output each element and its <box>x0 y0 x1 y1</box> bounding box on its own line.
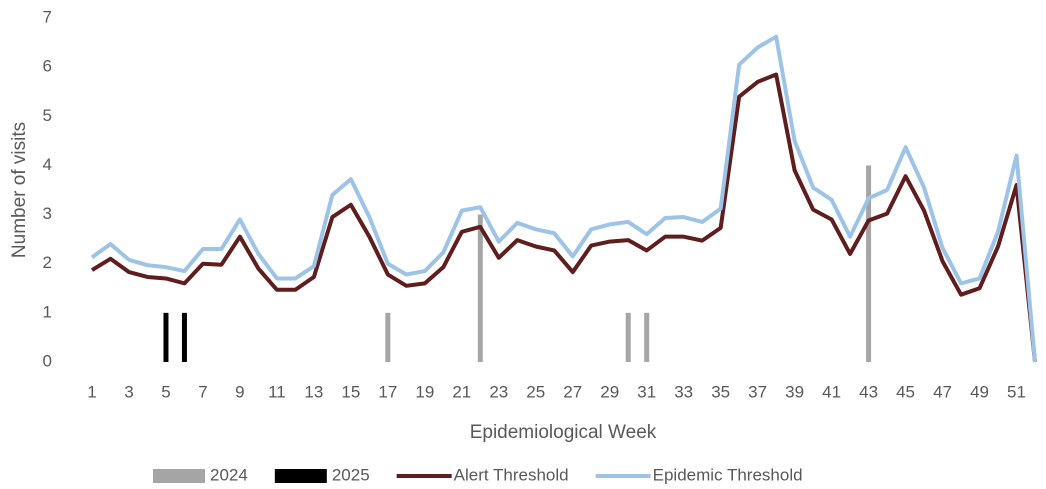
x-tick-label: 49 <box>970 382 989 401</box>
bar <box>477 214 483 362</box>
x-axis-title: Epidemiological Week <box>470 422 657 443</box>
y-tick-label: 7 <box>43 7 52 26</box>
legend-label: Epidemic Threshold <box>653 465 803 484</box>
x-tick-label: 39 <box>785 382 804 401</box>
legend-swatch <box>153 469 205 483</box>
y-tick-label: 6 <box>43 57 52 76</box>
x-tick-label: 27 <box>563 382 582 401</box>
y-tick-label: 0 <box>43 351 52 370</box>
x-tick-label: 7 <box>198 382 207 401</box>
y-tick-label: 2 <box>43 253 52 272</box>
x-tick-label: 17 <box>378 382 397 401</box>
x-tick-label: 3 <box>124 382 133 401</box>
x-tick-label: 45 <box>896 382 915 401</box>
x-tick-label: 9 <box>235 382 244 401</box>
bar <box>181 312 187 362</box>
x-tick-label: 1 <box>87 382 96 401</box>
x-tick-label: 35 <box>711 382 730 401</box>
y-tick-label: 1 <box>43 302 52 321</box>
x-tick-label: 19 <box>415 382 434 401</box>
x-tick-label: 41 <box>822 382 841 401</box>
bar <box>644 312 650 362</box>
x-tick-label: 15 <box>341 382 360 401</box>
legend-label: Alert Threshold <box>454 465 569 484</box>
x-tick-label: 23 <box>489 382 508 401</box>
bar <box>625 312 631 362</box>
bar <box>163 312 169 362</box>
legend-swatch <box>274 469 327 483</box>
x-tick-label: 47 <box>933 382 952 401</box>
y-tick-label: 5 <box>43 106 52 125</box>
line <box>90 72 1037 363</box>
y-tick-label: 4 <box>43 155 52 174</box>
x-tick-label: 5 <box>161 382 170 401</box>
x-tick-label: 33 <box>674 382 693 401</box>
x-tick-label: 13 <box>304 382 323 401</box>
y-tick-label: 3 <box>43 204 52 223</box>
x-tick-label: 29 <box>600 382 619 401</box>
x-tick-label: 43 <box>859 382 878 401</box>
y-axis-title: Number of visits <box>9 122 30 258</box>
x-tick-label: 37 <box>748 382 767 401</box>
line <box>90 34 1037 363</box>
bar <box>385 312 391 362</box>
bar <box>866 165 872 362</box>
x-tick-label: 31 <box>637 382 656 401</box>
legend-label: 2024 <box>210 465 248 484</box>
x-tick-label: 21 <box>452 382 471 401</box>
x-tick-label: 11 <box>268 382 286 401</box>
x-tick-label: 25 <box>526 382 545 401</box>
legend-label: 2025 <box>332 465 370 484</box>
x-tick-label: 51 <box>1007 382 1026 401</box>
